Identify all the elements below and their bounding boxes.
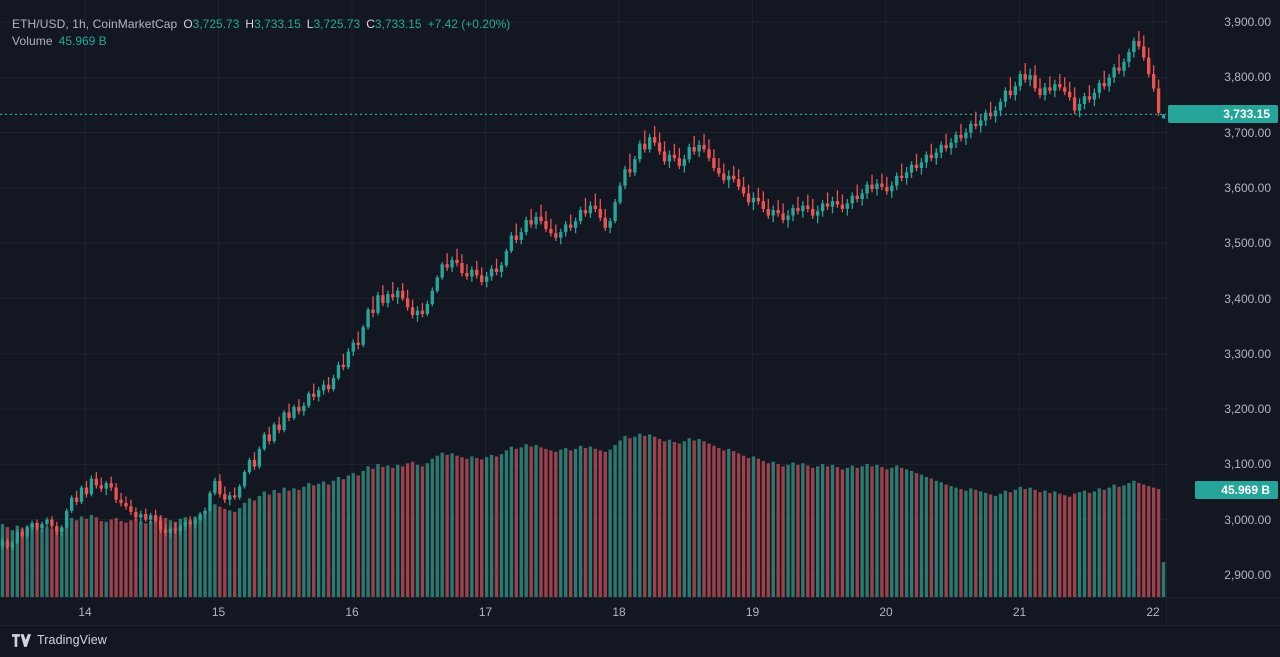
tradingview-wordmark: TradingView	[37, 633, 107, 647]
time-tick-label: 21	[1012, 605, 1027, 619]
price-scale[interactable]: 3,900.00 3,800.00 3,700.00 3,600.00 3,500.00…	[1166, 0, 1280, 597]
price-tick-label: 3,900.00	[1224, 15, 1271, 30]
time-tick-label: 17	[478, 605, 493, 619]
price-tick-label: 2,900.00	[1224, 567, 1271, 582]
price-tick-label: 3,100.00	[1224, 457, 1271, 472]
price-tick-label: 3,800.00	[1224, 70, 1271, 85]
price-tick-label: 3,300.00	[1224, 346, 1271, 361]
time-tick-label: 18	[612, 605, 626, 619]
price-tick-label: 3,500.00	[1224, 236, 1271, 251]
volume-badge: 45.969 B	[1195, 480, 1278, 499]
time-scale[interactable]: 14 15 16 17 18 19 20 21 22	[0, 597, 1166, 625]
time-tick-label: 15	[211, 605, 226, 619]
current-price-badge: 3,733.15	[1168, 105, 1278, 124]
bottom-bar: TradingView	[0, 625, 1280, 657]
scale-corner	[1166, 597, 1280, 625]
chart-canvas[interactable]	[0, 0, 1166, 597]
time-tick-label: 22	[1146, 605, 1160, 619]
price-tick-label: 3,000.00	[1224, 512, 1271, 527]
time-tick-label: 19	[745, 605, 760, 619]
price-tick-label: 3,200.00	[1224, 402, 1271, 417]
time-tick-label: 16	[345, 605, 359, 619]
tradingview-mark-icon	[12, 633, 31, 647]
price-tick-label: 3,400.00	[1224, 291, 1271, 306]
candlestick-plot	[0, 0, 1166, 597]
price-tick-label: 3,700.00	[1224, 125, 1271, 140]
time-tick-label: 20	[879, 605, 893, 619]
price-tick-label: 3,600.00	[1224, 180, 1271, 195]
tradingview-logo[interactable]: TradingView	[12, 633, 107, 647]
time-tick-label: 14	[78, 605, 92, 619]
